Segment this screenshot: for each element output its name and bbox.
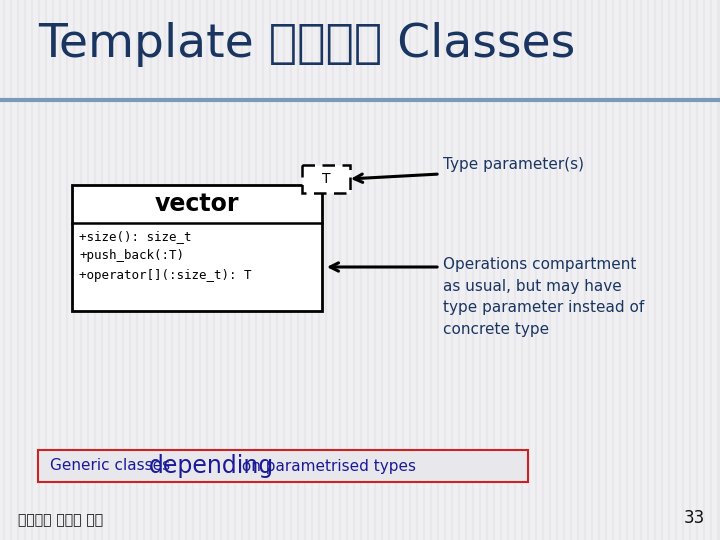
- Text: +size(): size_t
+push_back(:T)
+operator[](:size_t): T: +size(): size_t +push_back(:T) +operator…: [79, 230, 251, 282]
- Bar: [302, 165, 350, 193]
- Text: Type parameter(s): Type parameter(s): [443, 157, 584, 172]
- Bar: [38, 450, 528, 482]
- Text: depending: depending: [149, 454, 274, 478]
- Text: on parametrised types: on parametrised types: [238, 458, 416, 474]
- Bar: [72, 185, 322, 311]
- Text: 交大資工 蔡文能 計概: 交大資工 蔡文能 計概: [18, 513, 103, 527]
- Text: Template （樣板） Classes: Template （樣板） Classes: [38, 22, 575, 67]
- Text: vector: vector: [155, 192, 239, 216]
- Text: T: T: [322, 172, 330, 186]
- Text: Generic classes: Generic classes: [50, 458, 175, 474]
- Text: Operations compartment
as usual, but may have
type parameter instead of
concrete: Operations compartment as usual, but may…: [443, 257, 644, 337]
- Text: 33: 33: [684, 509, 705, 527]
